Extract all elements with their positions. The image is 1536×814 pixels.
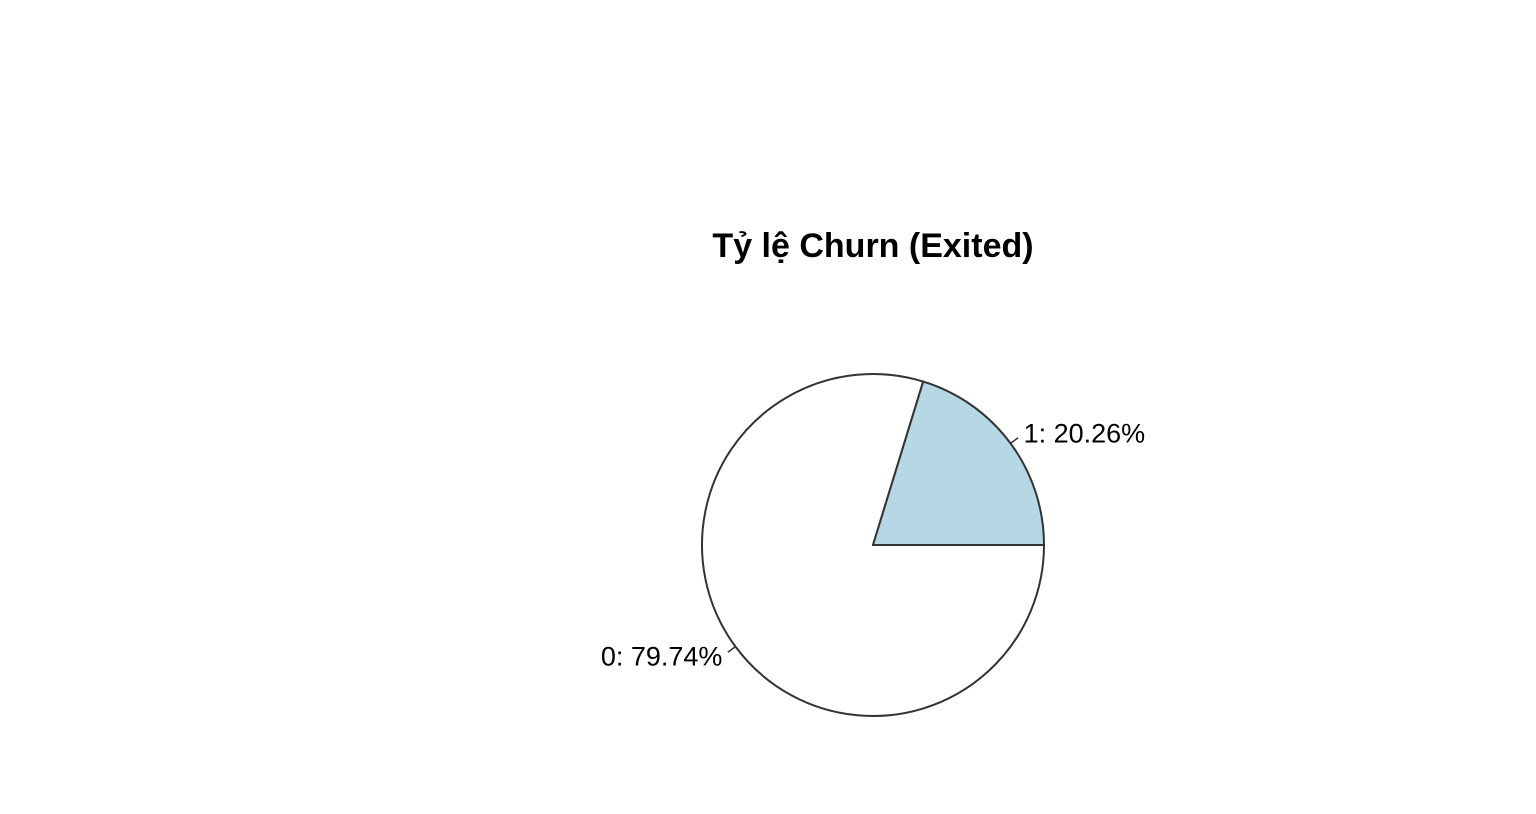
pie-labels: 0: 79.74% 1: 20.26% (601, 419, 1145, 672)
pie-label-0: 0: 79.74% (601, 641, 723, 671)
chart-title: Tỷ lệ Churn (Exited) (712, 227, 1033, 265)
pie-tick-1 (1010, 437, 1019, 444)
pie-tick-0 (727, 646, 736, 653)
pie-slice-1 (872, 380, 1045, 546)
pie-slices (701, 373, 1045, 717)
pie-label-1: 1: 20.26% (1024, 419, 1146, 449)
